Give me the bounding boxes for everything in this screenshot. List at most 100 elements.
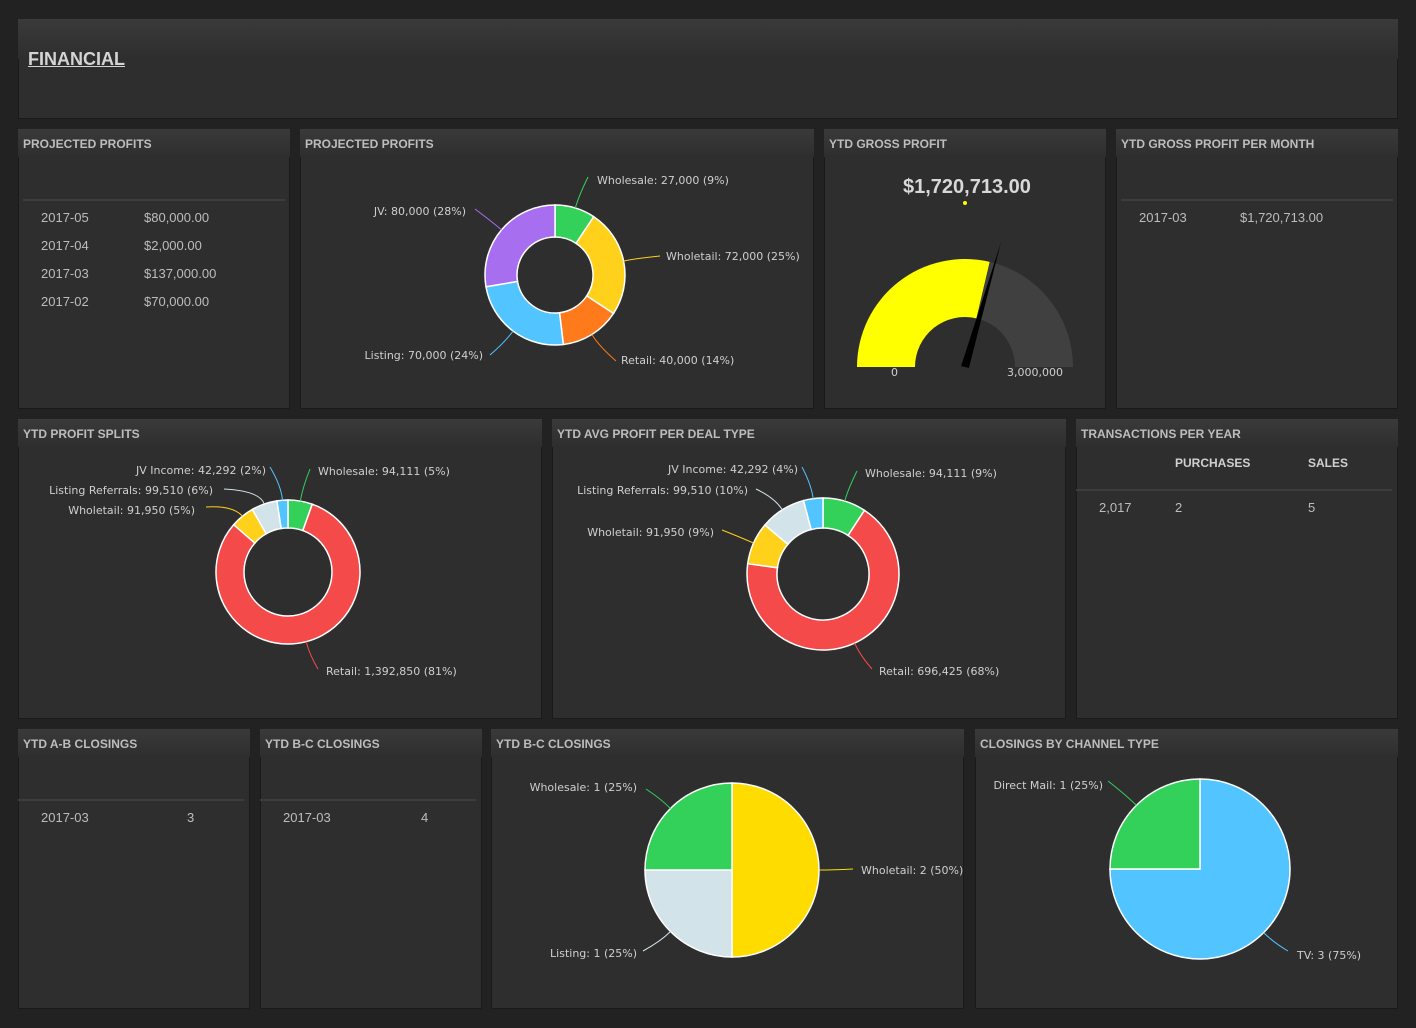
year-cell: 2,017 (1099, 500, 1132, 515)
purchases-cell: 2 (1175, 500, 1183, 515)
slice-listing[interactable] (485, 280, 565, 346)
slice-retail[interactable] (215, 503, 361, 645)
data-label-jv-income: JV Income: 42,292 (2%) (135, 464, 266, 477)
table-divider (1076, 489, 1392, 491)
connector-jv-income (801, 466, 814, 499)
connector-listing-referrals (755, 488, 783, 511)
count-cell: 4 (421, 810, 429, 825)
connector-listing (642, 931, 671, 952)
slice-wholetail[interactable] (731, 782, 820, 958)
panel-header (1076, 419, 1398, 447)
panel-header (1116, 129, 1398, 157)
ab-closings-panel: YTD A-B CLOSINGS 2017-03 3 (18, 729, 250, 1009)
connector-wholesale (645, 788, 671, 809)
data-label-retail: Retail: 1,392,850 (81%) (326, 665, 457, 678)
slice-direct-mail[interactable] (1109, 778, 1201, 870)
slice-wholesale[interactable] (644, 782, 733, 871)
ytd-profit-splits-donut-chart[interactable]: Wholesale: 94,111 (5%) Retail: 1,392,850 … (18, 419, 542, 719)
ytd-gross-profit-panel: YTD GROSS PROFIT $1,720,713.00 0 3,000,0… (824, 129, 1106, 409)
month-cell: 2017-03 (283, 810, 331, 825)
data-label-wholesale: Wholesale: 94,111 (9%) (865, 467, 997, 480)
data-label-direct-mail: Direct Mail: 1 (25%) (993, 779, 1103, 792)
data-label-wholetail: Wholetail: 2 (50%) (861, 864, 963, 877)
transactions-panel: TRANSACTIONS PER YEAR PURCHASES SALES 2,… (1076, 419, 1398, 719)
connector-jv-income (269, 466, 283, 501)
connector-direct-mail (1107, 780, 1137, 806)
sales-column-header[interactable]: SALES (1308, 456, 1349, 470)
panel-title: YTD PROFIT SPLITS (23, 427, 140, 441)
slice-listing[interactable] (644, 869, 733, 958)
slice-jv-income[interactable] (276, 499, 289, 530)
data-label-retail: Retail: 696,425 (68%) (879, 665, 999, 678)
gauge-needle (961, 242, 1002, 368)
panel-title: CLOSINGS BY CHANNEL TYPE (980, 737, 1159, 751)
month-cell: 2017-03 (1139, 210, 1187, 225)
slice-wholetail[interactable] (575, 215, 626, 315)
data-label-wholetail: Wholetail: 91,950 (9%) (587, 526, 714, 539)
purchases-column-header[interactable]: PURCHASES (1175, 456, 1251, 470)
sales-cell: 5 (1308, 500, 1316, 515)
panel-header (975, 729, 1398, 757)
ytd-avg-profit-donut-chart[interactable]: Wholesale: 94,111 (9%) Retail: 696,425 (6… (552, 419, 1066, 719)
table-divider (260, 799, 476, 801)
data-label-listing-referrals: Listing Referrals: 99,510 (10%) (577, 484, 748, 497)
ytd-gross-profit-gauge[interactable] (824, 129, 1106, 409)
connector-wholetail (623, 255, 661, 262)
table-divider (18, 799, 244, 801)
panel-header (491, 729, 964, 757)
connector-listing (489, 330, 514, 356)
panel-title: YTD AVG PROFIT PER DEAL TYPE (557, 427, 755, 441)
data-label-jv: JV: 80,000 (28%) (373, 205, 466, 218)
month-cell: 2017-02 (41, 294, 89, 309)
count-cell: 3 (187, 810, 195, 825)
panel-title: YTD A-B CLOSINGS (23, 737, 138, 751)
data-label-jv-income: JV Income: 42,292 (4%) (667, 463, 798, 476)
ytd-avg-profit-panel: YTD AVG PROFIT PER DEAL TYPE Wholesale: … (552, 419, 1066, 719)
connector-retail (305, 641, 319, 670)
connector-listing-referrals (223, 488, 265, 505)
data-label-tv: TV: 3 (75%) (1296, 949, 1361, 962)
month-cell: 2017-05 (41, 210, 89, 225)
slice-jv[interactable] (484, 204, 556, 288)
amount-cell: $70,000.00 (144, 294, 210, 309)
ytd-profit-splits-panel: YTD PROFIT SPLITS Wholesale: 94,111 (5%)… (18, 419, 542, 719)
panel-header (552, 419, 1066, 447)
data-label-wholetail: Wholetail: 72,000 (25%) (666, 250, 800, 263)
connector-retail (591, 334, 617, 362)
connector-wholetail (818, 868, 854, 871)
panel-title: YTD GROSS PROFIT (829, 137, 948, 151)
gauge-min-label: 0 (891, 366, 898, 379)
connector-retail (854, 642, 873, 670)
ytd-gross-profit-month-panel: YTD GROSS PROFIT PER MONTH 2017-03 $1,72… (1116, 129, 1398, 409)
data-label-wholesale: Wholesale: 94,111 (5%) (318, 465, 450, 478)
channel-closings-pie-chart[interactable]: TV: 3 (75%) Direct Mail: 1 (25%) (975, 729, 1398, 1009)
data-label-wholesale: Wholesale: 27,000 (9%) (597, 174, 729, 187)
page-title[interactable]: FINANCIAL (28, 49, 125, 69)
gauge-indicator-dot (963, 201, 967, 205)
header-panel: FINANCIAL (18, 19, 1398, 119)
data-label-wholesale: Wholesale: 1 (25%) (530, 781, 637, 794)
bc-closings-pie-chart[interactable]: Wholetail: 2 (50%) Listing: 1 (25%) Wholes… (491, 729, 964, 1009)
connector-tv (1263, 932, 1289, 952)
panel-header (300, 129, 814, 157)
connector-wholetail (721, 529, 754, 544)
panel-title: YTD GROSS PROFIT PER MONTH (1121, 137, 1315, 151)
amount-cell: $137,000.00 (144, 266, 217, 281)
data-label-wholetail: Wholetail: 91,950 (5%) (68, 504, 195, 517)
connector-jv (474, 208, 502, 231)
connector-wholesale (299, 468, 311, 502)
amount-cell: $1,720,713.00 (1240, 210, 1324, 225)
slice-jv-income[interactable] (802, 497, 824, 531)
gauge-value: $1,720,713.00 (903, 176, 1031, 198)
gauge-max-label: 3,000,000 (1007, 366, 1063, 379)
month-cell: 2017-03 (41, 810, 89, 825)
month-cell: 2017-03 (41, 266, 89, 281)
projected-profits-chart-panel: PROJECTED PROFITS Wholesale: 27,000 (9%)… (300, 129, 814, 409)
projected-profits-table-panel: PROJECTED PROFITS 2017-05 $80,000.00 201… (18, 129, 290, 409)
projected-profits-donut-chart[interactable]: Wholesale: 27,000 (9%) Wholetail: 72,000 … (300, 129, 814, 409)
data-label-listing-referrals: Listing Referrals: 99,510 (6%) (49, 484, 213, 497)
slice-retail[interactable] (746, 509, 900, 651)
bc-closings-chart-panel: YTD B-C CLOSINGS Wholetail: 2 (50%) Listi… (491, 729, 964, 1009)
data-label-listing: Listing: 1 (25%) (550, 947, 637, 960)
panel-title: PROJECTED PROFITS (23, 137, 152, 151)
